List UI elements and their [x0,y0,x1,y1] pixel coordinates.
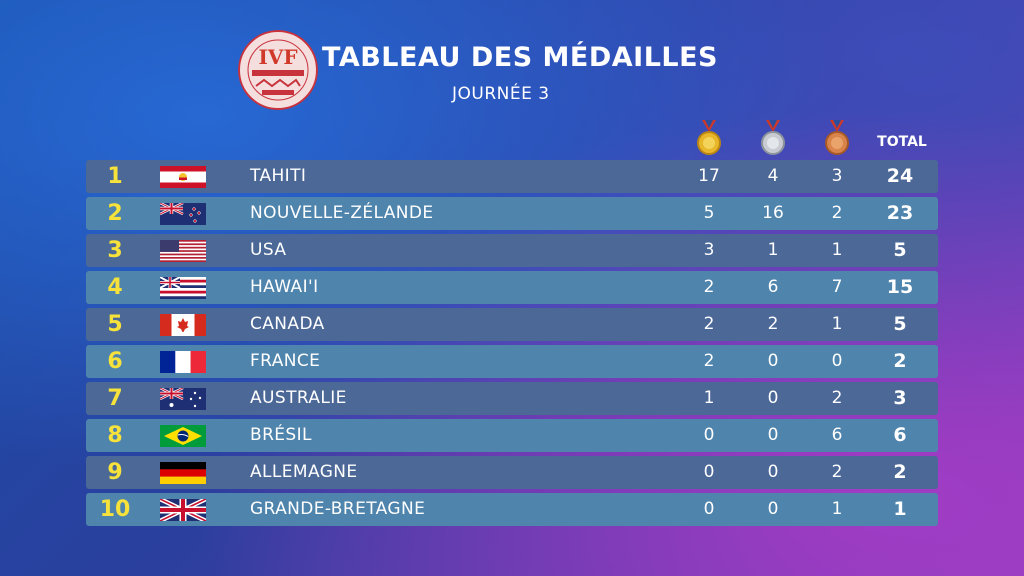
silver-count: 0 [767,499,779,519]
silver-medal-icon [759,120,787,156]
great-britain-flag [160,499,206,521]
table-row: 4 HAWAI'I 2 6 7 15 [86,271,938,304]
gold-count: 0 [703,462,715,482]
total-count: 5 [893,239,907,261]
brazil-flag [160,425,206,447]
new-zealand-flag [160,203,206,225]
silver-count: 0 [767,462,779,482]
page-subtitle: JOURNÉE 3 [452,84,550,104]
country-name: NOUVELLE-ZÉLANDE [250,203,434,223]
france-flag [160,351,206,373]
bronze-count: 0 [831,351,843,371]
total-count: 3 [893,387,907,409]
bronze-count: 2 [831,462,843,482]
bronze-count: 2 [831,203,843,223]
table-row: 5 CANADA 2 2 1 5 [86,308,938,341]
usa-flag [160,240,206,262]
logo-text: IVF [258,45,297,69]
total-count: 6 [893,424,907,446]
country-name: USA [250,240,287,260]
country-name: GRANDE-BRETAGNE [250,499,426,519]
total-count: 2 [893,350,907,372]
silver-count: 6 [767,277,779,297]
medal-table: 1 TAHITI 17 4 3 24 2 NOUVELLE-ZÉLANDE 5 [86,160,938,530]
table-row: 1 TAHITI 17 4 3 24 [86,160,938,193]
total-count: 15 [886,276,914,298]
event-logo: IVF [238,30,318,110]
table-row: 10 GRANDE-BRETAGNE 0 0 1 1 [86,493,938,526]
page-title: TABLEAU DES MÉDAILLES [322,42,719,73]
bronze-count: 1 [831,314,843,334]
bronze-count: 1 [831,240,843,260]
germany-flag [160,462,206,484]
table-row: 9 ALLEMAGNE 0 0 2 2 [86,456,938,489]
table-row: 6 FRANCE 2 0 0 2 [86,345,938,378]
rank: 10 [99,497,131,522]
hawaii-flag [160,277,206,299]
silver-count: 2 [767,314,779,334]
silver-count: 0 [767,425,779,445]
table-row: 8 BRÉSIL 0 0 6 6 [86,419,938,452]
rank: 4 [107,275,123,300]
total-count: 24 [886,165,914,187]
table-row: 2 NOUVELLE-ZÉLANDE 5 16 2 23 [86,197,938,230]
silver-count: 1 [767,240,779,260]
bronze-count: 7 [831,277,843,297]
bronze-count: 3 [831,166,843,186]
country-name: TAHITI [250,166,307,186]
rank: 5 [107,312,123,337]
rank: 3 [107,238,123,263]
country-name: ALLEMAGNE [250,462,358,482]
table-row: 7 AUSTRALIE 1 0 2 3 [86,382,938,415]
gold-count: 2 [703,314,715,334]
country-name: FRANCE [250,351,321,371]
rank: 6 [107,349,123,374]
rank: 1 [107,164,123,189]
bronze-medal-icon [823,120,851,156]
gold-count: 5 [703,203,715,223]
tahiti-flag [160,166,206,188]
gold-count: 17 [698,166,720,186]
silver-count: 4 [767,166,779,186]
rank: 7 [107,386,123,411]
bronze-count: 6 [831,425,843,445]
total-count: 23 [886,202,914,224]
gold-count: 0 [703,499,715,519]
total-count: 5 [893,313,907,335]
rank: 8 [107,423,123,448]
country-name: HAWAI'I [250,277,319,297]
rank: 9 [107,460,123,485]
gold-count: 1 [703,388,715,408]
total-header: TOTAL [877,134,927,150]
country-name: CANADA [250,314,325,334]
total-count: 1 [893,498,907,520]
total-count: 2 [893,461,907,483]
country-name: BRÉSIL [250,425,312,445]
gold-count: 2 [703,277,715,297]
bronze-count: 1 [831,499,843,519]
silver-count: 16 [762,203,784,223]
table-row: 3 USA 3 1 1 5 [86,234,938,267]
gold-medal-icon [695,120,723,156]
silver-count: 0 [767,351,779,371]
australia-flag [160,388,206,410]
canada-flag [160,314,206,336]
bronze-count: 2 [831,388,843,408]
gold-count: 2 [703,351,715,371]
silver-count: 0 [767,388,779,408]
gold-count: 3 [703,240,715,260]
country-name: AUSTRALIE [250,388,347,408]
gold-count: 0 [703,425,715,445]
rank: 2 [107,201,123,226]
